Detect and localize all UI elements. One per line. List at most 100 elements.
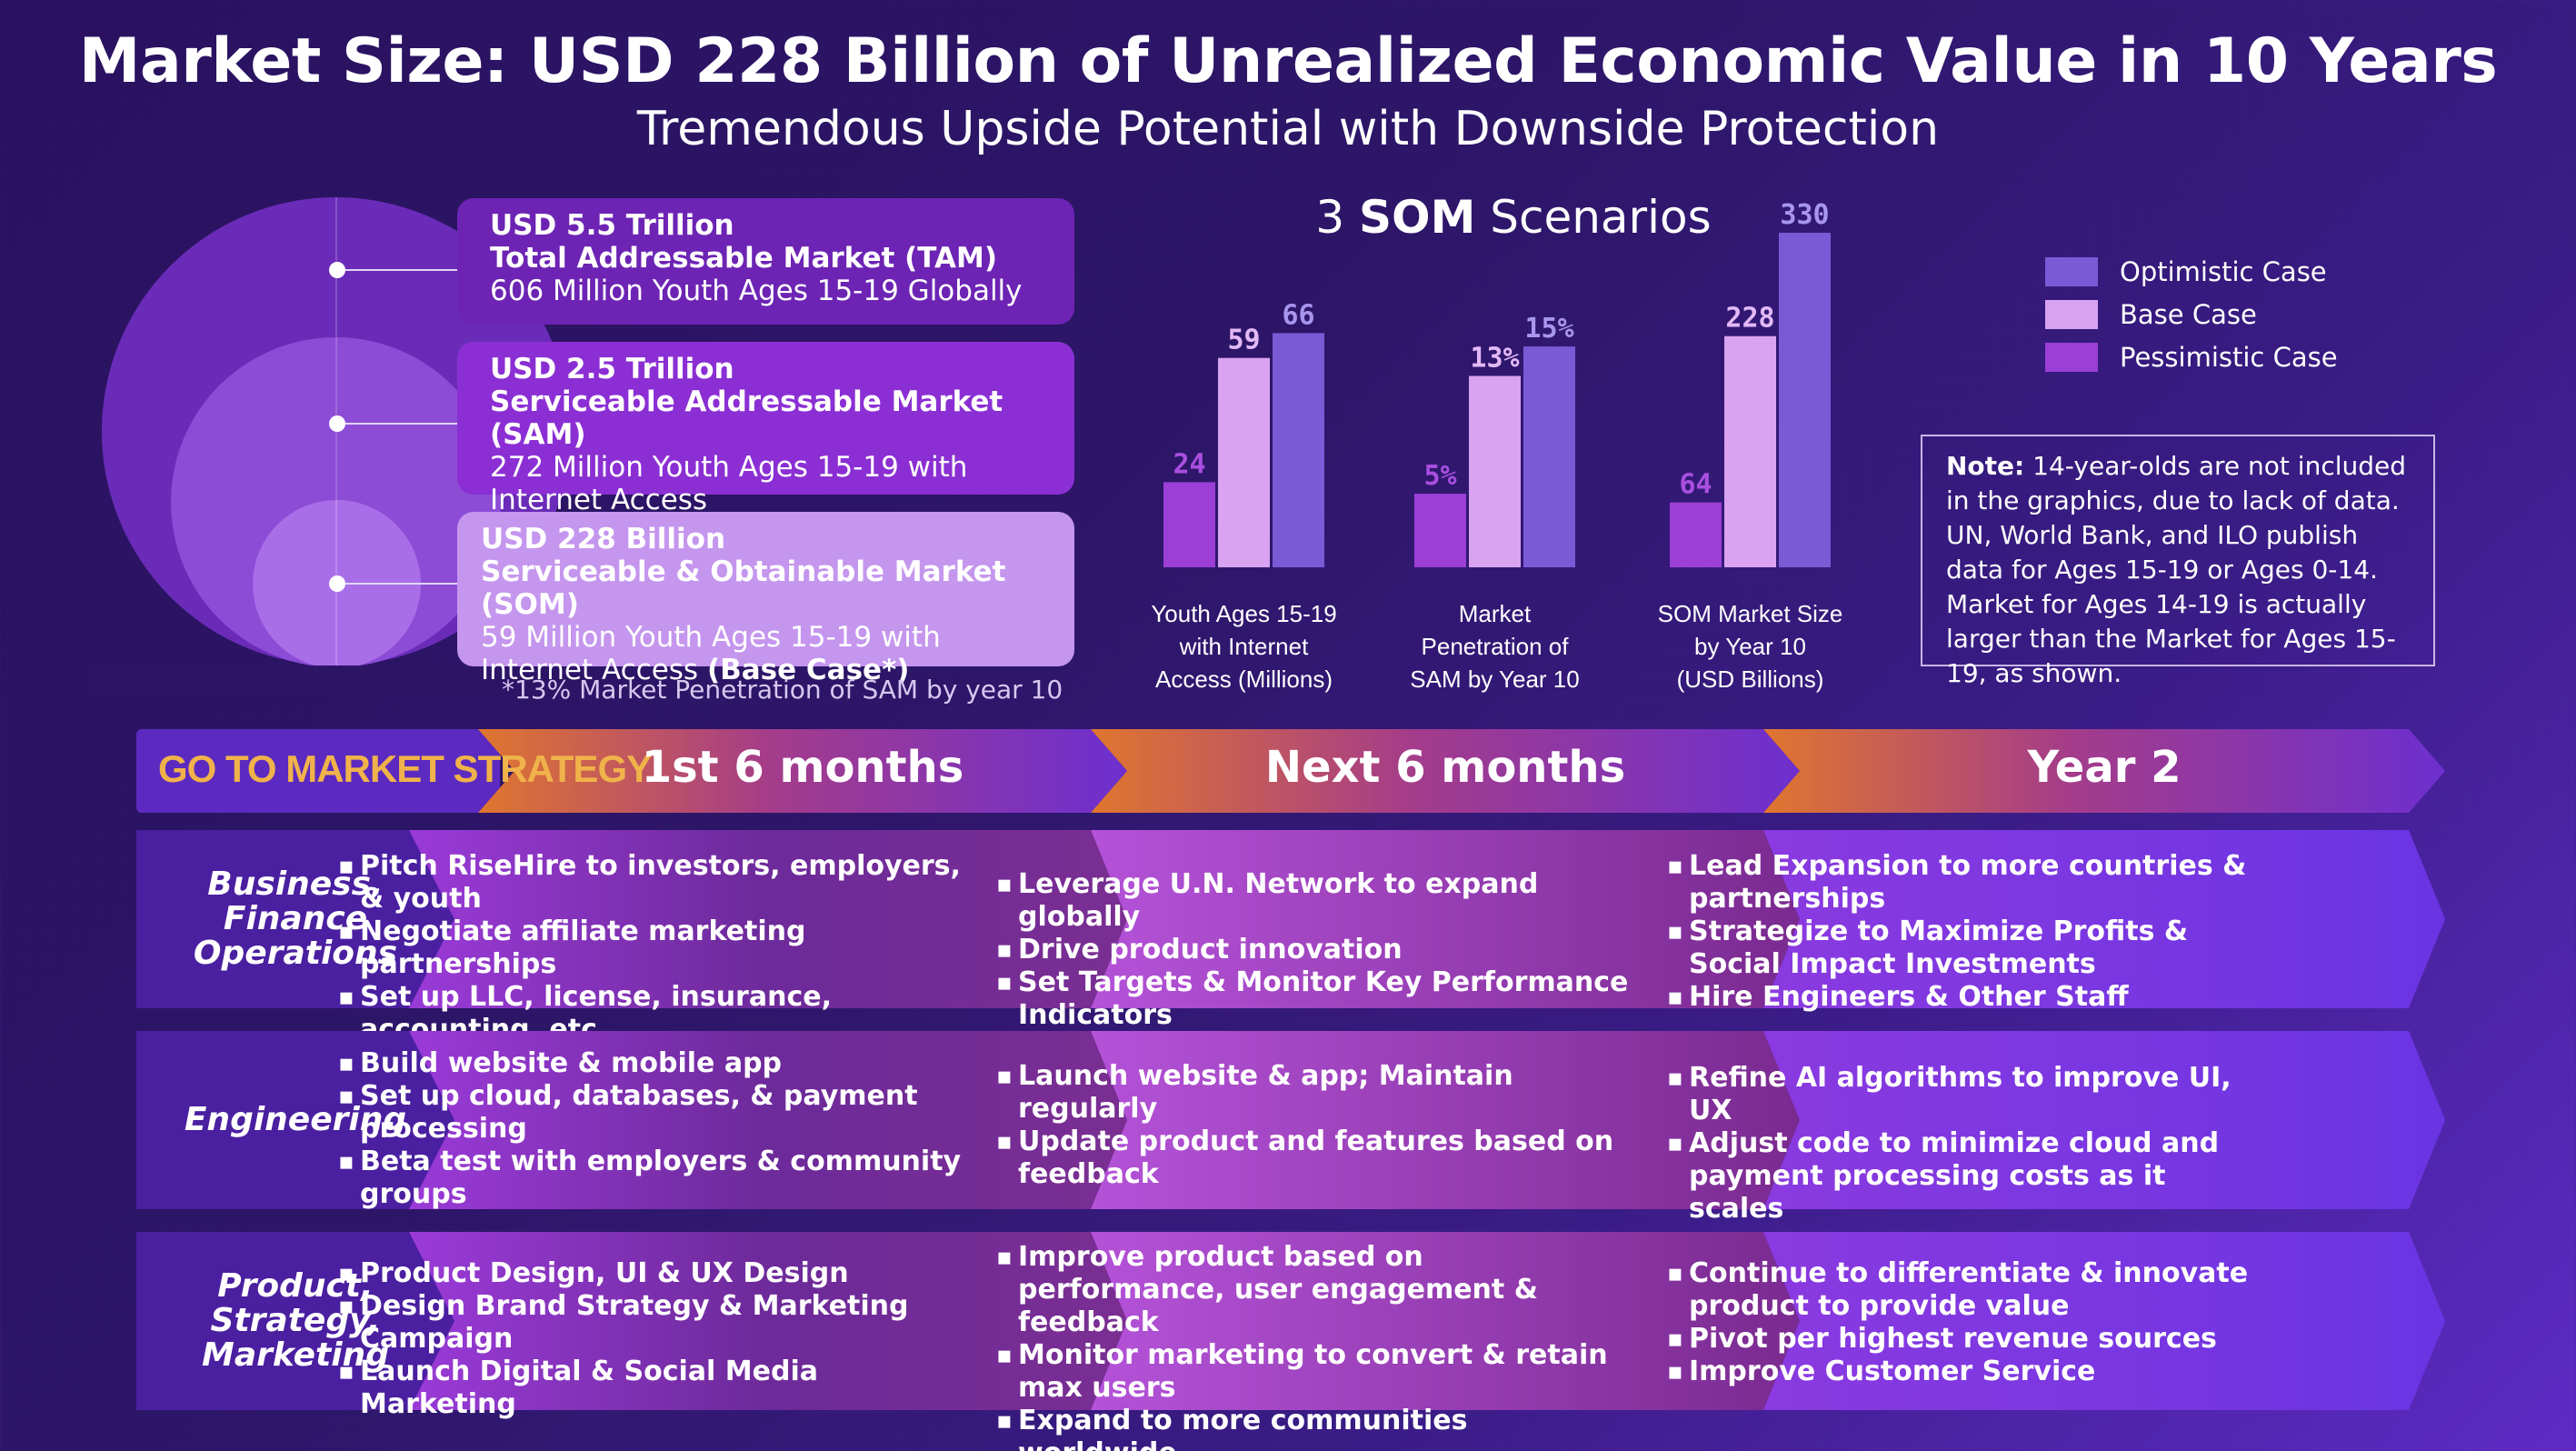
strategy-cell: Pitch RiseHire to investors, employers, … [338, 850, 974, 1046]
tam-name: Total Addressable Market (TAM) [490, 242, 998, 275]
sam-dot [329, 415, 345, 432]
strategy-item: Set Targets & Monitor Key Performance In… [996, 966, 1632, 1032]
sam-box: USD 2.5 Trillion Serviceable Addressable… [457, 342, 1074, 516]
bar-2-base-case [1469, 375, 1521, 567]
note-box: Note: 14-year-olds are not included in t… [1921, 435, 2435, 688]
som-box: USD 228 Billion Serviceable & Obtainable… [457, 512, 1074, 686]
som-scenarios-chart: 24 59 66 Youth Ages 15-19 with Internet Acces… [1151, 199, 1843, 693]
data-label: 330 [1780, 199, 1829, 231]
category-label: SAM by Year 10 [1410, 665, 1579, 693]
strategy-item: Update product and features based on fee… [996, 1126, 1632, 1191]
circle-baseline [91, 665, 600, 693]
strategy-cell: Product Design, UI & UX DesignDesign Bra… [338, 1257, 974, 1421]
sam-name: Serviceable Addressable Market (SAM) [490, 385, 1003, 451]
strategy-item: Launch Digital & Social Media Marketing [338, 1356, 974, 1421]
strategy-item: Product Design, UI & UX Design [338, 1257, 974, 1290]
gtm-label: GO TO MARKET STRATEGY [158, 747, 652, 790]
legend-item: Optimistic Case [2045, 250, 2338, 293]
strategy-cell: Lead Expansion to more countries & partn… [1667, 850, 2249, 1014]
category-label: (USD Billions) [1677, 665, 1824, 693]
sam-description: 272 Million Youth Ages 15-19 with Intern… [490, 451, 968, 516]
strategy-item: Design Brand Strategy & Marketing Campai… [338, 1290, 974, 1356]
chart-title-prefix: 3 [1315, 191, 1345, 244]
category-label: Youth Ages 15-19 [1151, 600, 1336, 627]
chart-title-suffix: Scenarios [1490, 191, 1712, 244]
bar-3-pessimistic-case [1670, 502, 1722, 567]
category-label: with Internet [1179, 633, 1309, 660]
note-text: 14-year-olds are not included in the gra… [1946, 451, 2407, 688]
phase-label-3: Year 2 [2027, 742, 2182, 793]
category-label: Market [1459, 600, 1532, 627]
strategy-cell: Build website & mobile appSet up cloud, … [338, 1047, 974, 1211]
som-name: Serviceable & Obtainable Market (SOM) [481, 555, 1006, 621]
chart-title-bold: SOM [1359, 191, 1476, 244]
legend-swatch [2045, 342, 2098, 372]
data-label: 13% [1470, 343, 1519, 375]
phase-label-1: 1st 6 months [641, 742, 964, 793]
data-label: 228 [1725, 303, 1774, 335]
som-connector [336, 583, 458, 585]
chart-legend: Optimistic Case Base Case Pessimistic Case [2045, 250, 2338, 378]
bar-1-base-case [1218, 357, 1270, 567]
data-label: 24 [1173, 448, 1205, 480]
legend-item: Pessimistic Case [2045, 335, 2338, 378]
strategy-cell: Improve product based on performance, us… [996, 1241, 1632, 1451]
data-label: 66 [1282, 299, 1314, 331]
tam-description: 606 Million Youth Ages 15-19 Globally [490, 275, 1023, 307]
sam-amount: USD 2.5 Trillion [490, 353, 734, 385]
phase-arrow-2 [1091, 729, 1800, 813]
market-footnote: *13% Market Penetration of SAM by year 1… [502, 675, 1063, 705]
phase-arrow-1 [478, 729, 1127, 813]
strategy-cell: Launch website & app; Maintain regularly… [996, 1060, 1632, 1191]
chart-title: 3 SOM Scenarios [1273, 191, 1754, 244]
strategy-item: Negotiate affiliate marketing partnershi… [338, 916, 974, 981]
strategy-item: Launch website & app; Maintain regularly [996, 1060, 1632, 1126]
strategy-item: Pitch RiseHire to investors, employers, … [338, 850, 974, 916]
page-title: Market Size: USD 228 Billion of Unrealiz… [78, 25, 2498, 97]
legend-swatch [2045, 256, 2098, 286]
strategy-item: Lead Expansion to more countries & partn… [1667, 850, 2249, 916]
bar-3-base-case [1724, 335, 1776, 567]
bar-3-optimistic-case [1779, 233, 1831, 567]
strategy-item: Leverage U.N. Network to expand globally [996, 868, 1632, 934]
strategy-item: Set up cloud, databases, & payment proce… [338, 1080, 974, 1146]
tam-amount: USD 5.5 Trillion [490, 209, 734, 242]
strategy-row: Business,FinanceOperationsPitch RiseHire… [136, 830, 2445, 1046]
strategy-row: Product,Strategy,MarketingProduct Design… [136, 1232, 2445, 1451]
bar-1-optimistic-case [1273, 333, 1324, 567]
data-label: 5% [1423, 460, 1456, 492]
strategy-header-graphic [136, 729, 2445, 813]
strategy-item: Drive product innovation [996, 934, 1632, 966]
strategy-item: Monitor marketing to convert & retain ma… [996, 1339, 1632, 1405]
category-label: by Year 10 [1694, 633, 1806, 660]
gtm-box [136, 729, 500, 813]
strategy-item: Improve Customer Service [1667, 1356, 2249, 1388]
strategy-cell: Continue to differentiate & innovate pro… [1667, 1257, 2249, 1388]
bar-2-pessimistic-case [1414, 494, 1466, 567]
strategy-item: Build website & mobile app [338, 1047, 974, 1080]
som-description-wrap: 59 Million Youth Ages 15-19 with Interne… [481, 621, 1042, 686]
legend-label: Pessimistic Case [2120, 341, 2338, 373]
som-tag: (Base Case*) [706, 654, 910, 686]
category-label: SOM Market Size [1658, 600, 1843, 627]
data-label: 15% [1524, 313, 1573, 345]
strategy-item: Improve product based on performance, us… [996, 1241, 1632, 1339]
strategy-cell: Refine AI algorithms to improve UI, UXAd… [1667, 1062, 2249, 1226]
legend-item: Base Case [2045, 293, 2338, 335]
data-label: 59 [1227, 325, 1260, 356]
strategy-row: EngineeringBuild website & mobile appSet… [136, 1031, 2445, 1225]
data-label: 64 [1679, 469, 1712, 501]
sam-connector [336, 423, 458, 425]
category-label: Penetration of [1422, 633, 1570, 660]
strategy-item: Continue to differentiate & innovate pro… [1667, 1257, 2249, 1323]
phase-arrow-3 [1763, 729, 2445, 813]
category-label: Access (Millions) [1155, 665, 1333, 693]
tam-box: USD 5.5 Trillion Total Addressable Marke… [457, 198, 1074, 325]
legend-label: Optimistic Case [2120, 255, 2327, 287]
strategy-item: Pivot per highest revenue sources [1667, 1323, 2249, 1356]
legend-label: Base Case [2120, 298, 2257, 330]
som-dot [329, 575, 345, 592]
strategy-cell: Leverage U.N. Network to expand globally… [996, 868, 1632, 1032]
som-description: 59 Million Youth Ages 15-19 with Interne… [481, 621, 941, 686]
strategy-header: GO TO MARKET STRATEGY 1st 6 months Next … [136, 729, 2445, 813]
